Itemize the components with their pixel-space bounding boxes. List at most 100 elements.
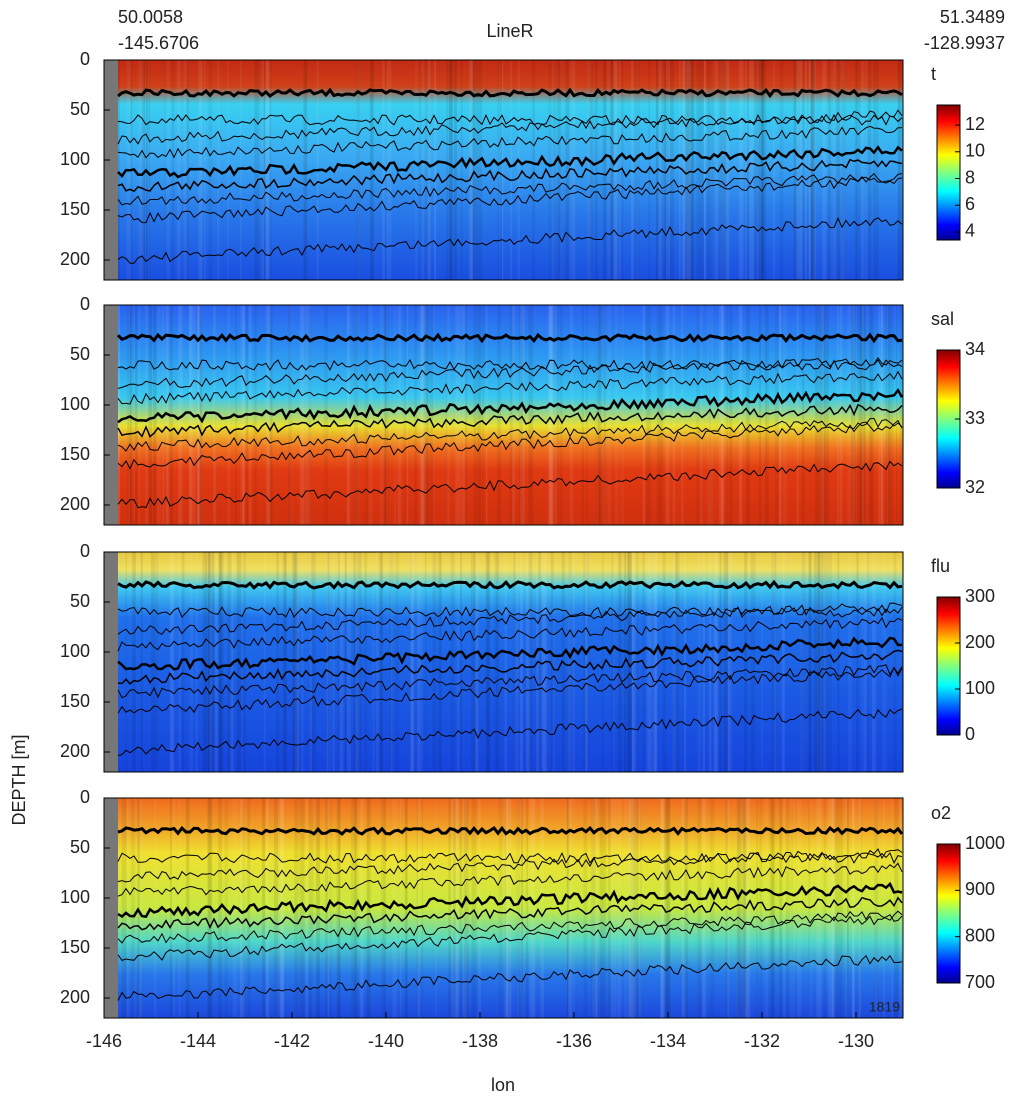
streak (456, 552, 460, 772)
y-tick-label: 0 (80, 49, 90, 69)
streak (649, 552, 653, 772)
streak (227, 552, 232, 772)
streak (565, 60, 570, 280)
streak (660, 798, 662, 1018)
streak (169, 552, 172, 772)
streak (612, 552, 615, 772)
streak (646, 552, 650, 772)
streak (437, 552, 442, 772)
streak (304, 60, 307, 280)
streak (899, 305, 902, 525)
streak (822, 305, 824, 525)
contour (117, 664, 903, 699)
streak (382, 798, 387, 1018)
streak (828, 60, 832, 280)
streak (808, 552, 812, 772)
streak (795, 60, 800, 280)
streak (835, 798, 840, 1018)
y-tick-label: 150 (60, 444, 90, 464)
streak (326, 552, 331, 772)
streak (729, 305, 733, 525)
streak (299, 798, 305, 1018)
streak (639, 798, 642, 1018)
streak (357, 60, 360, 280)
streak (675, 552, 680, 772)
x-tick-label: -140 (368, 1031, 404, 1051)
streak (141, 60, 146, 280)
streak (386, 305, 388, 525)
colorbar-tick-label: 0 (965, 724, 975, 744)
streak (586, 305, 588, 525)
streak (831, 798, 835, 1018)
streak (837, 552, 840, 772)
y-tick-label: 50 (70, 837, 90, 857)
contour (117, 881, 903, 919)
contour (117, 387, 903, 424)
streak (836, 305, 839, 525)
y-tick-label: 150 (60, 199, 90, 219)
streak (867, 60, 871, 280)
streak (224, 798, 228, 1018)
streak (801, 552, 806, 772)
contour (117, 708, 903, 757)
streak (509, 798, 511, 1018)
streak (720, 60, 726, 280)
streak (840, 60, 846, 280)
streak (759, 305, 762, 525)
colorbar-tick-label: 100 (965, 678, 995, 698)
streak (284, 552, 287, 772)
streak (185, 798, 190, 1018)
frame (103, 797, 904, 1019)
streak (471, 60, 474, 280)
streak (421, 60, 424, 280)
streak (399, 798, 402, 1018)
streak (839, 305, 843, 525)
streak (171, 60, 175, 280)
streak (425, 60, 431, 280)
streak (339, 552, 344, 772)
x-tick-label: -142 (274, 1031, 310, 1051)
streak (772, 60, 776, 280)
streak (382, 60, 385, 280)
streak (528, 552, 533, 772)
streak (630, 60, 634, 280)
streak (749, 60, 755, 280)
contour (117, 666, 903, 714)
x-axis-label: lon (491, 1075, 515, 1095)
streak (753, 60, 756, 280)
contour (117, 172, 903, 206)
streak (253, 305, 257, 525)
plot-area (104, 305, 903, 525)
start-lon: -145.6706 (118, 33, 199, 53)
streak (878, 305, 884, 525)
contour (117, 403, 903, 438)
colorbar-tick-label: 700 (965, 972, 995, 992)
streak (756, 60, 759, 280)
contour (117, 636, 903, 671)
streak (419, 60, 422, 280)
colorbar (936, 843, 961, 984)
y-tick-label: 50 (70, 344, 90, 364)
contour (117, 370, 903, 405)
streak (421, 305, 424, 525)
streak (209, 552, 212, 772)
chart-title: LineR (486, 21, 533, 41)
streak (783, 798, 785, 1018)
frame (103, 551, 904, 773)
streak (207, 552, 211, 772)
streak (323, 305, 329, 525)
streak (427, 60, 431, 280)
streak (857, 305, 862, 525)
streak (469, 60, 473, 280)
colorbar-tick-label: 300 (965, 586, 995, 606)
streak (504, 798, 509, 1018)
streak (569, 305, 574, 525)
streak (719, 60, 725, 280)
streak (648, 60, 650, 280)
streak (310, 552, 312, 772)
plot-area (104, 798, 903, 1018)
streak (504, 798, 507, 1018)
streak (822, 60, 827, 280)
streak (643, 305, 645, 525)
